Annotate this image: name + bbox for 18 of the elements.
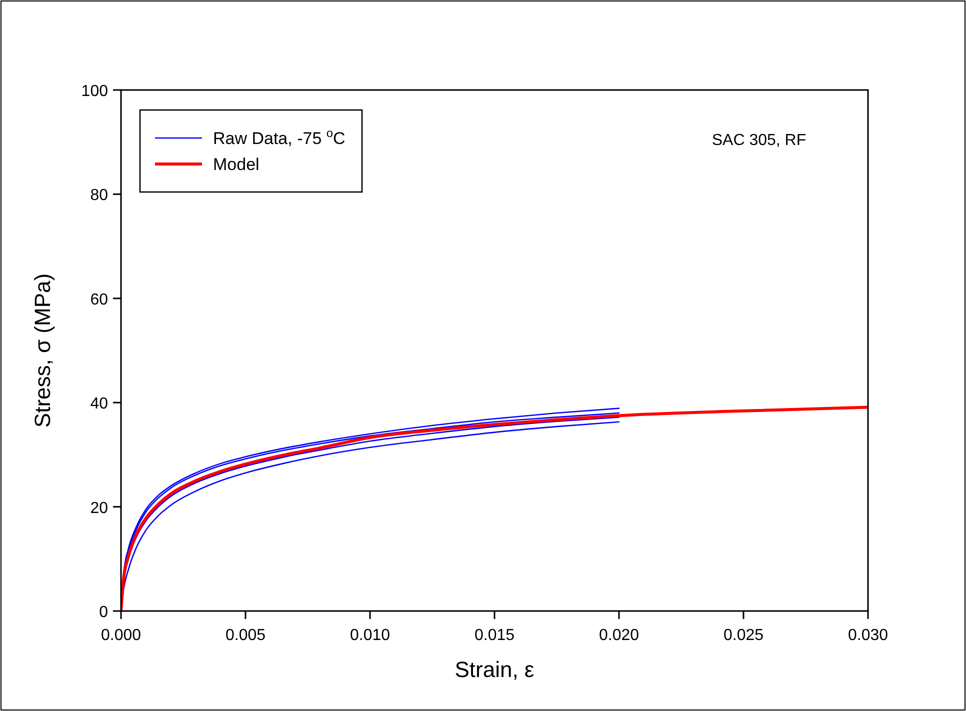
x-tick-label: 0.025 <box>723 627 764 644</box>
y-tick-label: 20 <box>90 500 108 517</box>
y-tick-label: 0 <box>99 604 108 621</box>
legend-label: Raw Data, -75 $^{o}$C <box>213 126 346 148</box>
legend-label: Model <box>213 155 260 174</box>
x-tick-label: 0.030 <box>848 627 888 644</box>
x-tick-label: 0.010 <box>350 627 390 644</box>
annotation: SAC 305, RF <box>712 132 806 149</box>
x-axis-title: Strain, ε <box>454 657 534 682</box>
x-tick-label: 0.020 <box>598 627 640 644</box>
y-tick-label: 40 <box>90 396 108 413</box>
x-tick-label: 0.005 <box>225 627 266 644</box>
y-axis-title: Stress, σ (MPa) <box>30 273 55 428</box>
y-tick-label: 60 <box>90 291 108 308</box>
y-tick-label: 80 <box>90 187 108 204</box>
y-tick-label: 100 <box>81 83 108 100</box>
x-tick-label: 0.000 <box>100 627 142 644</box>
x-tick-label: 0.015 <box>474 627 515 644</box>
